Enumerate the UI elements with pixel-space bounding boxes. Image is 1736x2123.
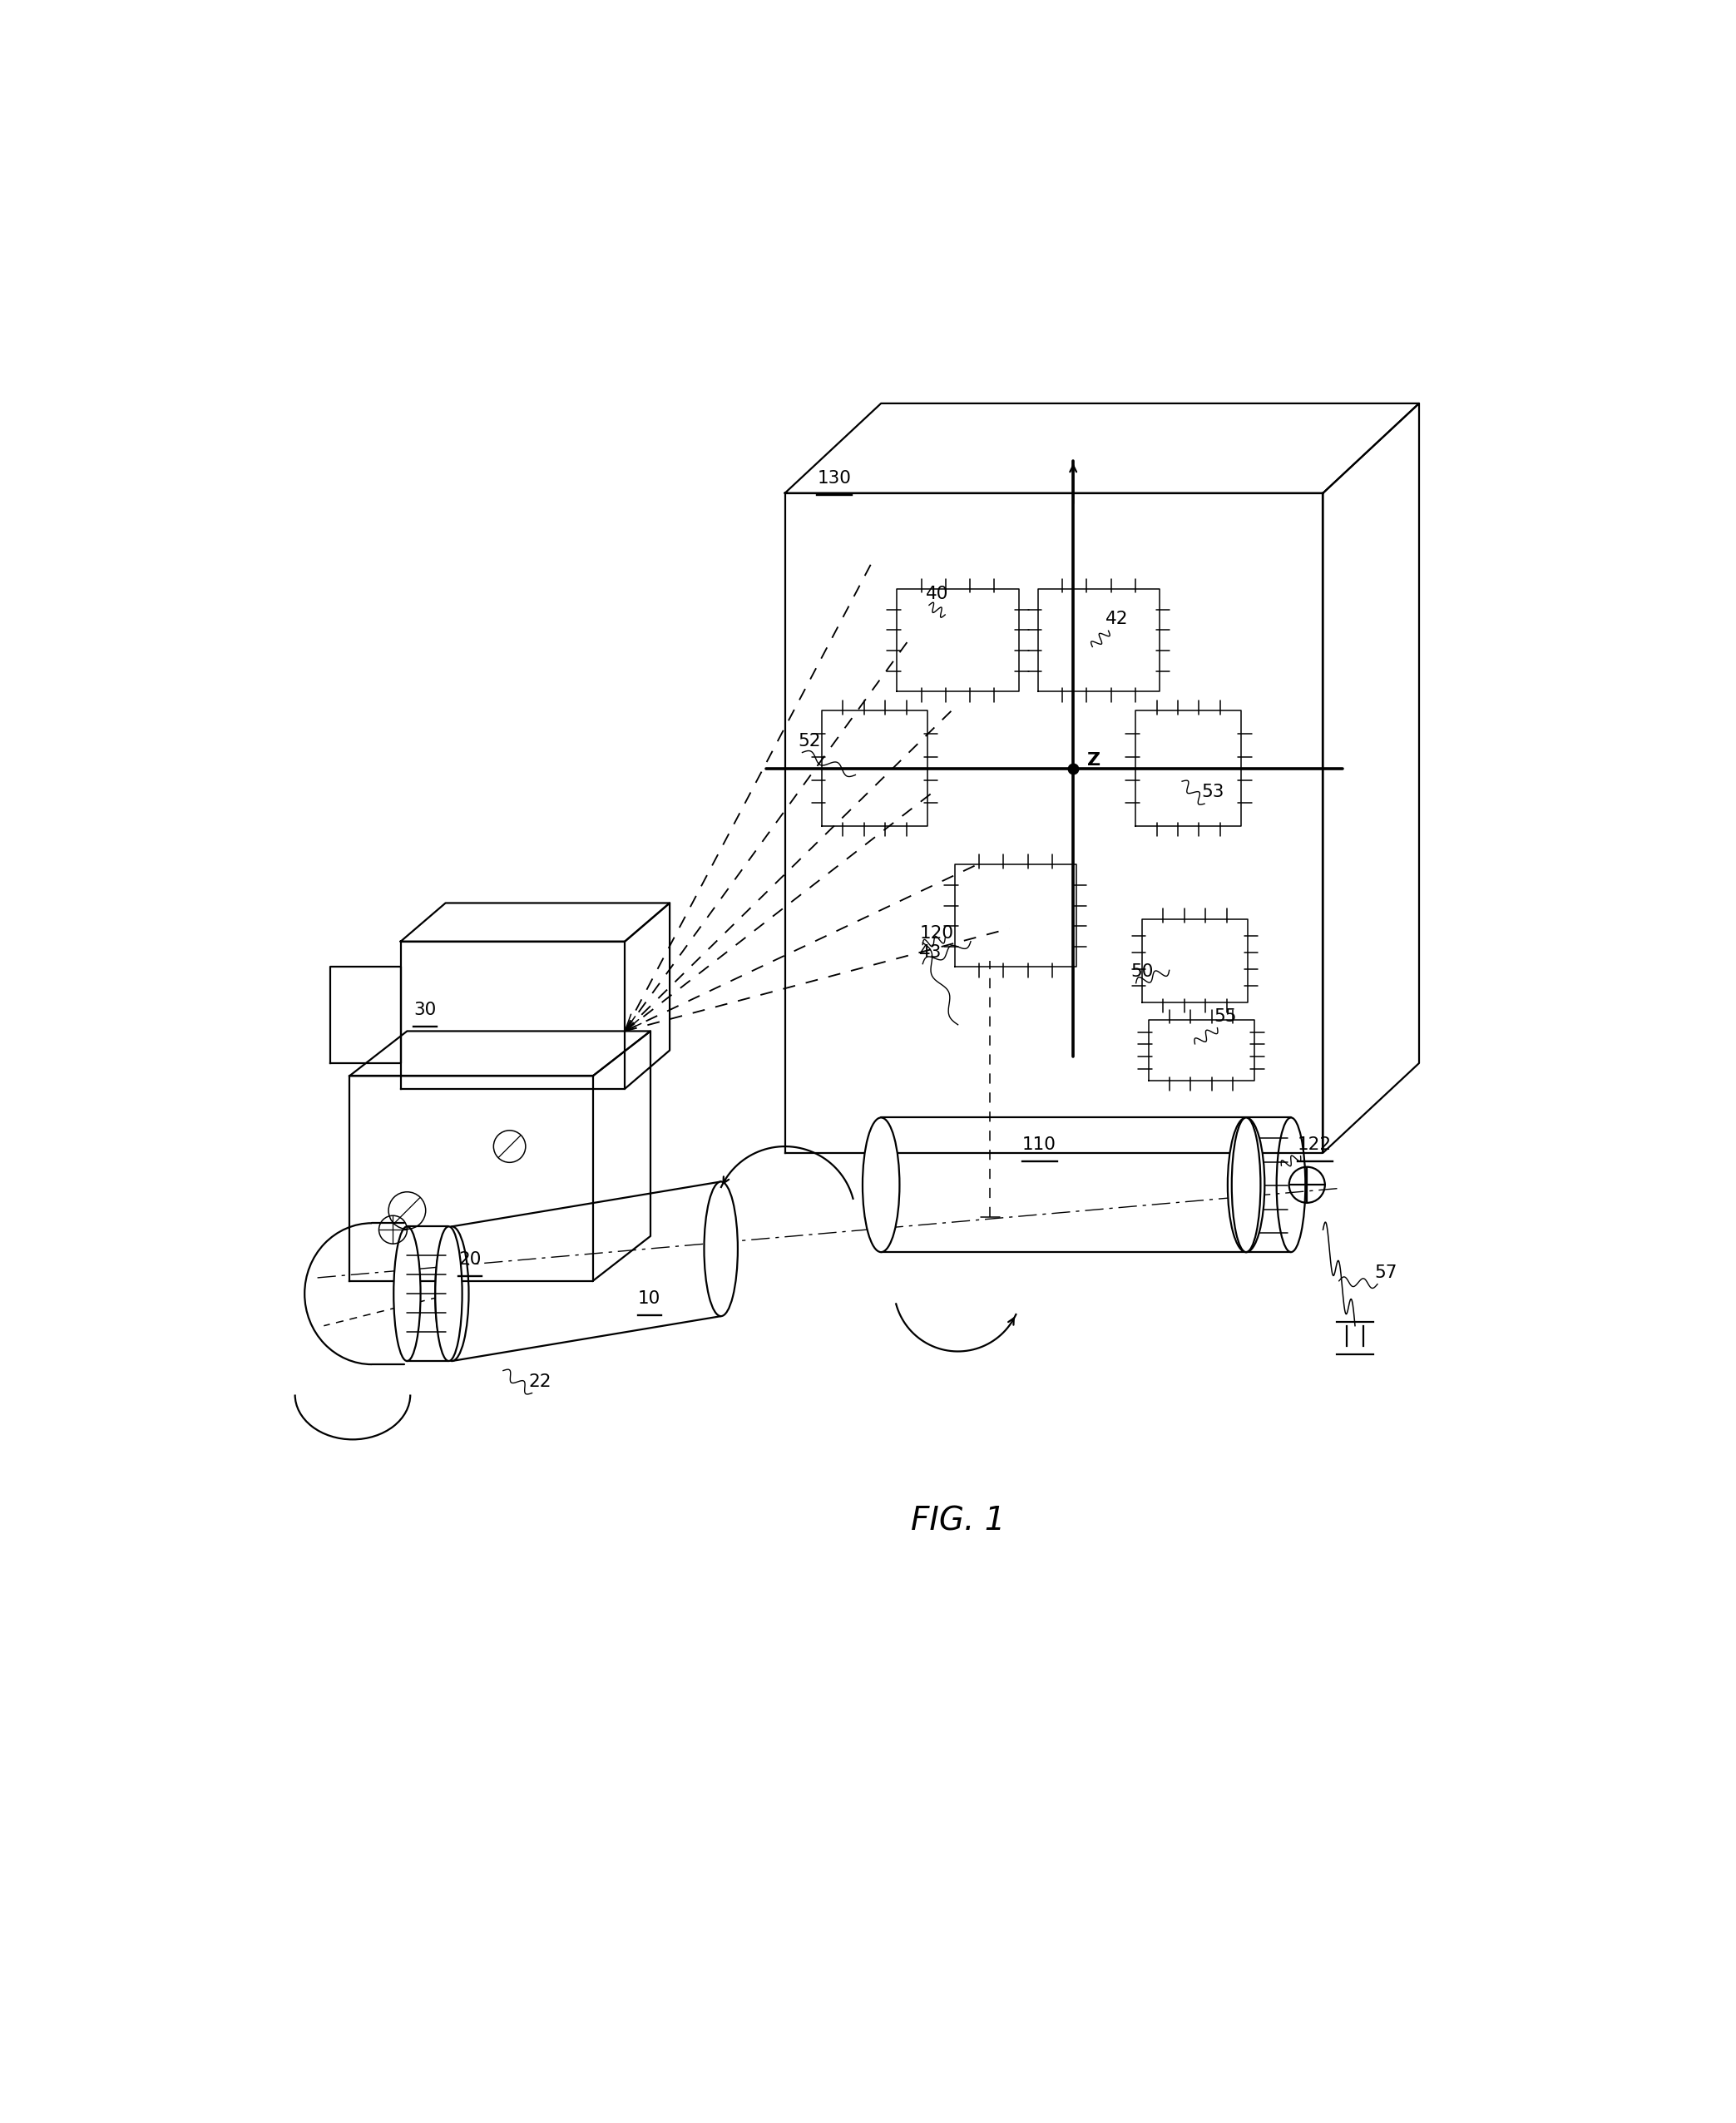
Text: 52: 52 (799, 732, 821, 749)
Ellipse shape (1233, 1117, 1260, 1253)
Text: 55: 55 (1213, 1008, 1238, 1025)
Text: 53: 53 (1201, 783, 1224, 800)
Ellipse shape (863, 1117, 899, 1253)
Text: 120: 120 (920, 926, 953, 940)
Text: 110: 110 (1023, 1136, 1055, 1153)
Ellipse shape (394, 1227, 420, 1361)
Ellipse shape (1227, 1117, 1264, 1253)
Text: 57: 57 (1375, 1265, 1397, 1280)
Text: 10: 10 (637, 1291, 660, 1306)
Text: Z: Z (1087, 752, 1101, 769)
Text: 22: 22 (529, 1374, 552, 1391)
Text: 50: 50 (1130, 964, 1154, 981)
Text: 122: 122 (1297, 1136, 1332, 1153)
Text: 130: 130 (818, 469, 851, 486)
Text: 40: 40 (925, 586, 948, 603)
Ellipse shape (436, 1227, 462, 1361)
Text: 20: 20 (458, 1250, 481, 1267)
Text: FIG. 1: FIG. 1 (911, 1505, 1005, 1537)
Text: 30: 30 (413, 1002, 436, 1019)
Ellipse shape (436, 1227, 469, 1361)
Text: 42: 42 (1106, 611, 1128, 628)
Text: 43: 43 (920, 945, 943, 960)
Ellipse shape (705, 1183, 738, 1316)
